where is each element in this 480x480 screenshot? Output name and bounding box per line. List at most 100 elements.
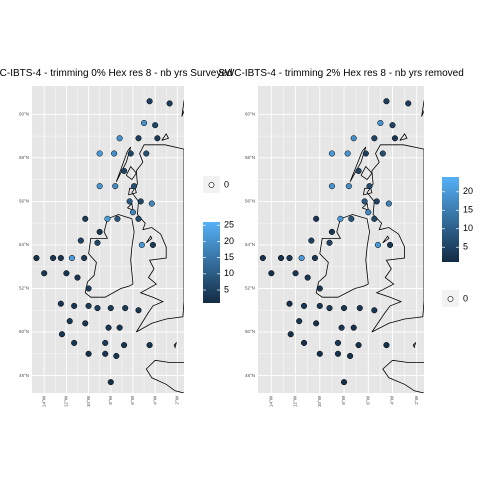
survey-point	[77, 237, 84, 244]
survey-point	[126, 198, 133, 205]
survey-point	[114, 215, 121, 222]
survey-point	[111, 150, 118, 157]
survey-point	[326, 305, 333, 312]
survey-point	[135, 307, 142, 314]
survey-point	[345, 183, 352, 190]
y-tick-label: 50°N	[245, 329, 255, 334]
survey-point	[85, 285, 92, 292]
survey-point	[71, 302, 78, 309]
y-tick-label: 56°N	[245, 199, 255, 204]
coastline	[127, 202, 134, 211]
survey-point	[131, 183, 138, 190]
survey-point	[113, 352, 120, 360]
x-tick-label: 4°W	[152, 395, 157, 404]
survey-point	[374, 241, 382, 248]
survey-point	[337, 215, 344, 222]
x-tick-label: 6°W	[130, 395, 135, 404]
survey-point	[328, 183, 335, 190]
survey-point	[127, 150, 134, 157]
survey-point	[41, 270, 48, 277]
survey-point	[379, 150, 386, 157]
survey-point	[102, 350, 109, 357]
survey-point	[152, 122, 159, 129]
survey-point	[387, 241, 394, 248]
colorbar	[203, 222, 220, 303]
survey-point	[121, 342, 128, 349]
survey-point	[377, 119, 384, 127]
colorbar-label: 15	[224, 252, 234, 262]
coastline	[360, 165, 373, 181]
survey-point	[135, 135, 142, 142]
survey-point	[71, 339, 78, 346]
survey-point	[102, 339, 109, 346]
x-tick-label: 14°W	[41, 395, 46, 407]
survey-point	[57, 300, 64, 307]
survey-point	[121, 167, 128, 174]
survey-points	[259, 98, 412, 386]
colorbar-label: 5	[463, 242, 468, 252]
size-legend-label: 0	[463, 293, 468, 303]
survey-point	[105, 324, 112, 331]
colorbar-label: 20	[463, 186, 473, 196]
survey-point	[50, 254, 57, 262]
survey-point	[371, 135, 378, 142]
survey-point	[334, 350, 342, 357]
y-tick-label: 52°N	[19, 286, 29, 291]
survey-point	[82, 215, 89, 222]
survey-point	[365, 209, 372, 216]
survey-point	[292, 270, 299, 277]
survey-point	[340, 379, 348, 386]
colorbar-label: 25	[224, 220, 234, 230]
survey-point	[58, 331, 66, 338]
size-legend-symbol	[447, 296, 454, 302]
survey-point	[129, 209, 137, 216]
survey-point	[66, 318, 73, 325]
survey-point	[85, 350, 92, 357]
survey-point	[361, 198, 368, 205]
survey-point	[328, 150, 335, 157]
x-tick-label: 10°W	[317, 395, 322, 407]
survey-point	[383, 98, 390, 105]
survey-point	[334, 339, 342, 346]
survey-point	[304, 274, 311, 281]
x-tick-label: 4°W	[390, 395, 395, 404]
survey-point	[143, 150, 150, 157]
survey-point	[313, 320, 320, 327]
coastline	[131, 144, 184, 333]
survey-point	[85, 302, 92, 309]
coastline	[421, 99, 424, 117]
y-tick-label: 54°N	[245, 242, 255, 247]
survey-point	[138, 241, 145, 248]
survey-point	[286, 300, 293, 307]
survey-point	[362, 150, 369, 157]
survey-point	[326, 239, 333, 246]
survey-point	[311, 254, 318, 262]
survey-point	[57, 254, 64, 262]
survey-point	[116, 135, 123, 142]
survey-point	[122, 305, 129, 312]
survey-point	[146, 98, 153, 105]
survey-point	[316, 302, 323, 309]
y-tick-label: 48°N	[245, 373, 255, 378]
coastline	[315, 214, 370, 298]
survey-point	[96, 150, 103, 157]
size-legend-label: 0	[224, 179, 229, 189]
survey-point	[366, 183, 373, 190]
coastline	[349, 146, 367, 182]
colorbar-label: 5	[224, 284, 229, 294]
survey-point	[338, 324, 345, 331]
survey-point	[112, 183, 119, 190]
survey-point	[328, 228, 335, 235]
panel-background	[32, 86, 184, 393]
survey-point	[82, 320, 89, 327]
coastline	[173, 341, 177, 349]
survey-point	[104, 215, 111, 222]
survey-points	[33, 98, 173, 386]
survey-point	[385, 200, 392, 207]
coastline-layer	[315, 99, 424, 393]
coastline	[399, 133, 408, 141]
survey-point	[268, 270, 275, 277]
survey-point	[316, 285, 323, 292]
survey-point	[74, 274, 81, 281]
coastline	[412, 341, 417, 349]
